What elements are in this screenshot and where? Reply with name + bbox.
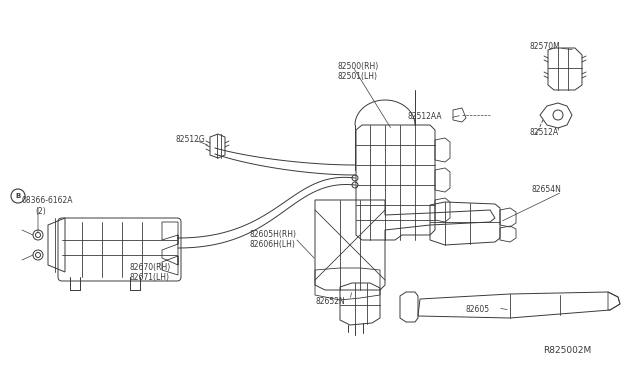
Text: 82654N: 82654N bbox=[532, 185, 562, 194]
Text: 08366-6162A: 08366-6162A bbox=[22, 196, 74, 205]
Text: R825002M: R825002M bbox=[543, 346, 591, 355]
Text: (2): (2) bbox=[35, 207, 45, 216]
Text: 82512AA: 82512AA bbox=[408, 112, 443, 121]
Text: 82570M: 82570M bbox=[530, 42, 561, 51]
Text: 82671(LH): 82671(LH) bbox=[130, 273, 170, 282]
Text: 82512G: 82512G bbox=[175, 135, 205, 144]
Text: 82652N: 82652N bbox=[315, 297, 345, 306]
Text: B: B bbox=[15, 193, 20, 199]
Text: 82605: 82605 bbox=[465, 305, 489, 314]
Text: 82501(LH): 82501(LH) bbox=[337, 72, 377, 81]
Text: 82670(RH): 82670(RH) bbox=[130, 263, 172, 272]
Text: 82606H(LH): 82606H(LH) bbox=[250, 240, 296, 249]
Text: 82512A: 82512A bbox=[530, 128, 559, 137]
Text: 82605H(RH): 82605H(RH) bbox=[250, 230, 297, 239]
Text: 82500(RH): 82500(RH) bbox=[337, 62, 378, 71]
